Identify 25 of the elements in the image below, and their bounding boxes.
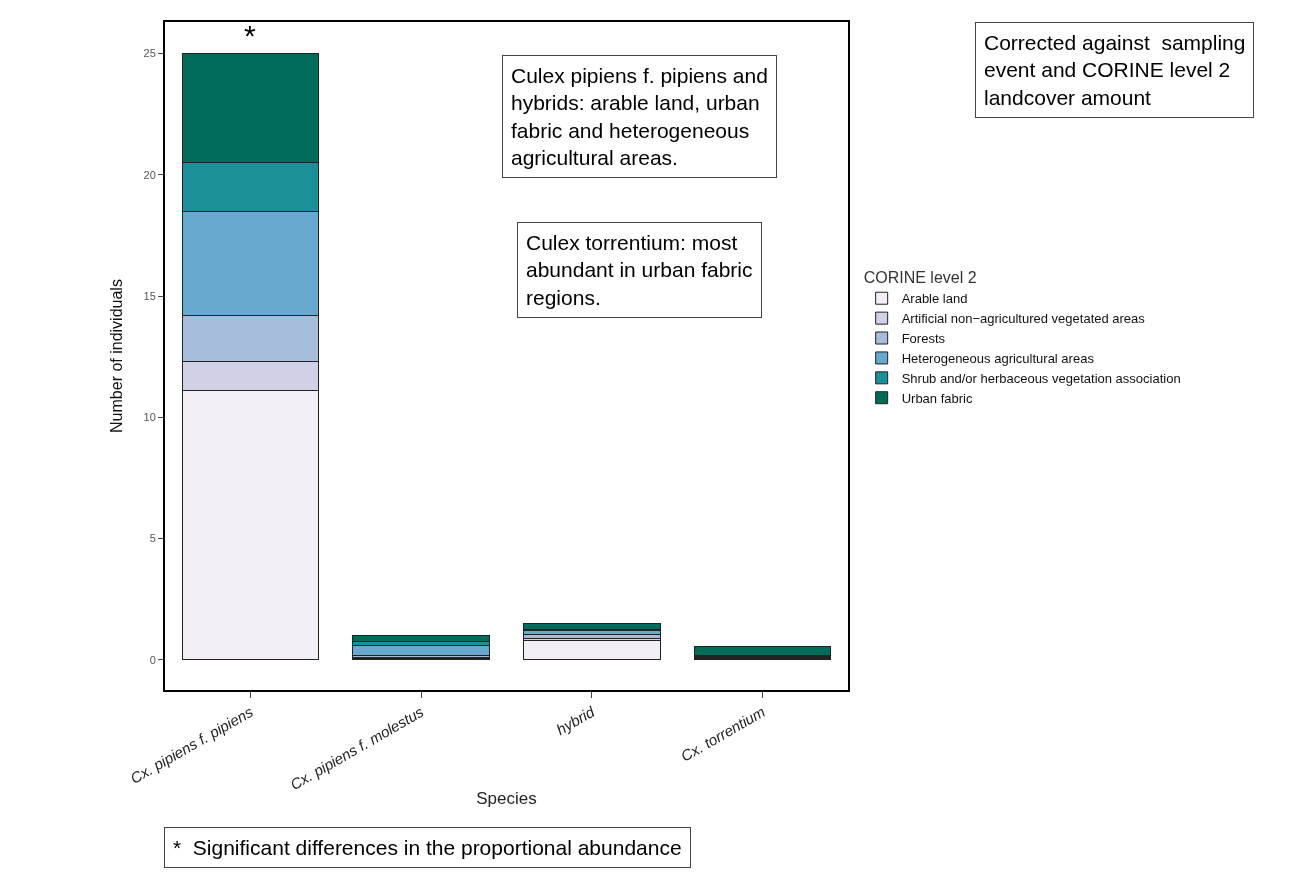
legend-label: Heterogeneous agricultural areas [901, 351, 1095, 366]
legend-label: Urban fabric [901, 390, 973, 406]
legend-label: Artificial non−agricultured vegetated areas [901, 311, 1146, 327]
annotation: Culex torrentium: most abundant in urban fabric regions. [526, 231, 753, 309]
annotation: Culex pipiens f. pipiens and hybrids: arable land, urban fabric and heterogeneous agricultural areas. [511, 64, 768, 169]
y-tick-label: 10 [143, 411, 156, 424]
text: Corrected against sampling event and CORINE level 2 landcover amount [984, 31, 1246, 109]
bar [523, 623, 661, 631]
y-tick-label: 0 [149, 653, 156, 666]
x-axis-title: Species [476, 788, 537, 808]
text: * Significant differences in the proportional abundance [173, 836, 682, 859]
y-tick-label: 15 [143, 289, 156, 302]
legend-label: Forests [901, 331, 946, 347]
annotation: * [244, 19, 256, 52]
bar [352, 635, 490, 643]
y-axis-title: Number of individuals [108, 279, 125, 433]
bar [523, 640, 661, 661]
y-tick-label: 5 [149, 532, 156, 545]
y-tick-label: 25 [143, 47, 156, 60]
y-tick-label: 20 [143, 168, 156, 181]
bar [693, 646, 832, 656]
legend-label: Arable land [901, 291, 968, 307]
bar [352, 644, 490, 656]
legend-title: CORINE level 2 [863, 269, 977, 287]
legend-label: Shrub and/or herbaceous vegetation association [901, 370, 1181, 386]
